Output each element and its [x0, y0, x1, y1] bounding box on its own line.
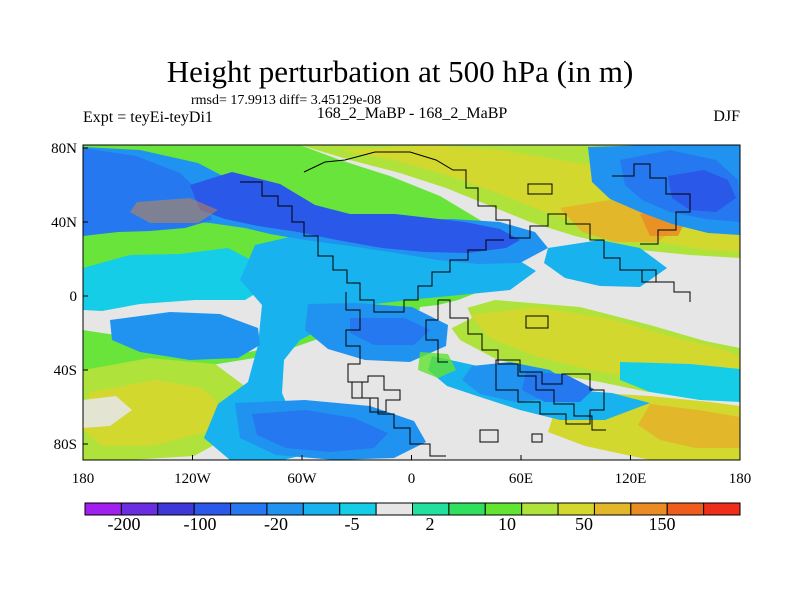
y-axis-ticks: [83, 147, 88, 445]
neutral-patch-southwest: [83, 396, 132, 428]
season-label: DJF: [713, 108, 740, 125]
colorbar-label-50: 50: [575, 514, 593, 534]
y-tick-label-80n: 80N: [51, 141, 77, 157]
x-axis-ticks: [82, 455, 741, 460]
colorbar-swatch: [302, 502, 341, 516]
colorbar-swatch: [230, 502, 268, 516]
coastline-atlantic: [390, 239, 504, 313]
rmsd-stat: rmsd= 17.9913 diff= 3.45129e-08: [191, 93, 382, 108]
blue-zone-northeast-deep: [668, 170, 736, 212]
x-tick-label-120e: 120E: [615, 471, 647, 487]
comparison-label: 168_2_MaBP - 168_2_MaBP: [316, 105, 508, 122]
blue-zone-central-core: [350, 318, 430, 345]
coastline-americas-north: [240, 181, 390, 313]
colorbar-label-neg100: -100: [183, 514, 217, 534]
coastline-madagascar: [525, 315, 549, 329]
cyan-zone-east: [544, 240, 667, 287]
colorbar-label-2: 2: [425, 514, 435, 534]
cyan-zone-southeast: [620, 362, 740, 402]
coastline-africa-east: [438, 299, 606, 431]
blue-zone-northwest: [83, 148, 212, 236]
yellow-zone-southwest: [83, 380, 222, 446]
map-field: [83, 145, 740, 460]
y-tick-label-0: 0: [70, 289, 78, 305]
coastline-small-island-2: [531, 433, 543, 443]
coastline-east-asia: [612, 163, 691, 245]
coastline-southeast-asia: [636, 269, 691, 302]
colorbar-label-10: 10: [498, 514, 516, 534]
y-tick-label-40s: 40S: [54, 363, 77, 379]
blue-zone-west-mid: [110, 312, 260, 360]
x-tick-label-180-east: 180: [729, 471, 752, 487]
blue-zone-south-core: [252, 410, 388, 452]
colorbar-swatch: [593, 502, 632, 516]
colorbar-swatch: [448, 502, 486, 516]
orange-patch-west: [130, 198, 218, 223]
coastline-eurasia: [303, 151, 660, 283]
blue-zone-north-core: [190, 172, 520, 253]
x-axis-labels: 180 120W 60W 0 60E 120E 180: [72, 471, 752, 487]
colorbar-label-neg20: -20: [264, 514, 288, 534]
coastline-africa-west: [425, 300, 448, 363]
coastline-small-island: [479, 429, 499, 443]
plot-title: Height perturbation at 500 hPa (in m): [166, 54, 634, 89]
coastline-patagonia: [351, 375, 401, 413]
colorbar-swatch: [375, 502, 413, 516]
coastline-australia: [495, 359, 605, 425]
colorbar-swatch: [703, 502, 741, 516]
blue-zone-south-east-core: [522, 372, 594, 402]
colorbar: [84, 502, 741, 516]
colorbar-swatch: [521, 502, 559, 516]
y-axis-labels: 80N 40N 0 40S 80S: [51, 141, 77, 453]
colorbar-label-150: 150: [648, 514, 676, 534]
colorbar-label-neg200: -200: [107, 514, 141, 534]
experiment-label: Expt = teyEi-teyDi1: [83, 109, 213, 126]
x-tick-label-120w: 120W: [174, 471, 212, 487]
x-tick-label-180-west: 180: [72, 471, 95, 487]
green-patch-southatlantic: [418, 352, 456, 378]
x-tick-label-60w: 60W: [287, 471, 317, 487]
x-tick-label-60e: 60E: [509, 471, 533, 487]
cyan-zone-west: [83, 248, 270, 311]
coastline-inland-sea: [527, 183, 553, 195]
yellow-zone-southeast: [470, 307, 740, 380]
orange-zone-southeast: [638, 404, 740, 448]
y-tick-label-40n: 40N: [51, 215, 77, 231]
y-tick-label-80s: 80S: [54, 437, 77, 453]
colorbar-label-neg5: -5: [344, 514, 360, 534]
cyan-zone-central: [204, 228, 536, 460]
neutral-zone-east: [650, 258, 740, 298]
x-tick-label-0: 0: [408, 471, 416, 487]
